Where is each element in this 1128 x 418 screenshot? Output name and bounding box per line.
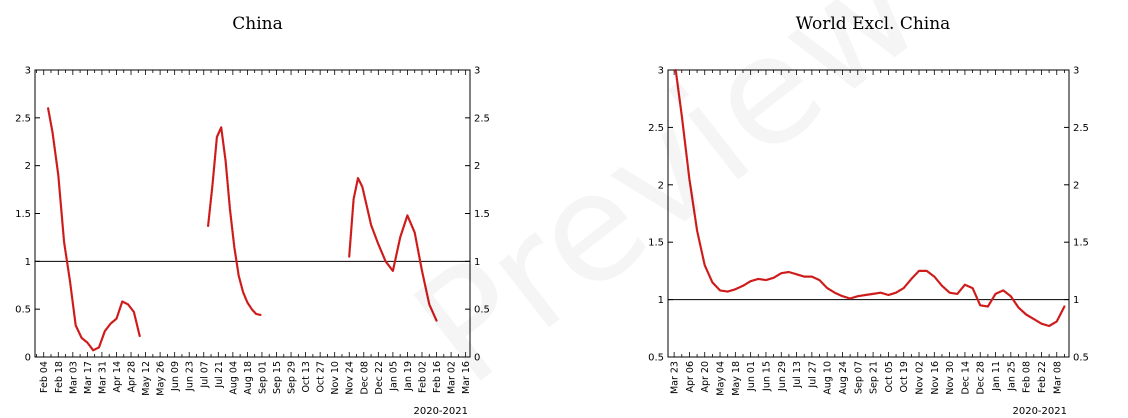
x-tick-label: Mar 17 — [83, 361, 94, 394]
x-tick-label: Jul 07 — [199, 361, 210, 389]
x-tick-label: Jan 05 — [388, 361, 399, 392]
x-tick-label: Sep 21 — [869, 361, 880, 394]
x-tick-label: Jan 19 — [403, 361, 414, 392]
x-tick-label: Nov 30 — [945, 361, 956, 395]
y-tick-label-left: 0 — [25, 353, 31, 364]
series-line-marker — [348, 177, 437, 321]
x-tick-label: Nov 24 — [345, 361, 356, 395]
x-tick-label: Jun 23 — [185, 361, 196, 392]
x-tick-label: Mar 03 — [68, 361, 79, 394]
y-tick-label-right: 2.5 — [474, 113, 490, 124]
y-tick-label-left: 1 — [25, 257, 31, 268]
x-tick-label: Aug 04 — [228, 361, 239, 395]
y-tick-label-right: 2 — [1073, 180, 1079, 191]
plot-frame — [34, 69, 471, 358]
y-tick-label-right: 2.5 — [1073, 123, 1089, 134]
series-line-marker — [675, 69, 1065, 327]
y-tick-label-right: 0.5 — [1073, 353, 1089, 364]
x-tick-label: Nov 10 — [330, 361, 341, 395]
x-tick-label: Feb 04 — [39, 361, 50, 393]
x-tick-label: Jul 27 — [807, 361, 818, 389]
y-tick-label-left: 0.5 — [648, 353, 664, 364]
x-tick-label: Apr 14 — [112, 361, 123, 393]
series-line-segment — [348, 177, 438, 322]
x-tick-label: Aug 10 — [823, 361, 834, 395]
x-tick-label: Oct 27 — [316, 361, 327, 393]
x-tick-label: Aug 18 — [243, 361, 254, 395]
x-tick-label: Feb 22 — [1037, 361, 1048, 393]
x-tick-label: Sep 15 — [272, 361, 283, 394]
y-tick-label-right: 3 — [474, 66, 480, 77]
x-tick-label: Jun 01 — [746, 361, 757, 392]
x-tick-label: Mar 16 — [461, 361, 472, 394]
chart-title-china: China — [232, 14, 283, 34]
x-tick-label: May 04 — [716, 361, 727, 396]
y-tick-label-right: 1.5 — [1073, 238, 1089, 249]
y-tick-label-right: 3 — [1073, 66, 1079, 77]
x-tick-label: Feb 16 — [432, 361, 443, 393]
chart-title-world: World Excl. China — [795, 14, 951, 34]
x-tick-label: Mar 08 — [1052, 361, 1063, 394]
y-tick-label-left: 2.5 — [15, 113, 31, 124]
series-line-segment — [674, 68, 1066, 328]
x-tick-label: Sep 07 — [853, 361, 864, 394]
x-tick-label: Apr 20 — [700, 361, 711, 393]
x-tick-label: Apr 06 — [685, 361, 696, 393]
y-tick-label-right: 1.5 — [474, 209, 490, 220]
y-tick-label-right: 0.5 — [474, 305, 490, 316]
x-tick-label: Oct 13 — [301, 361, 312, 393]
series-line-marker — [47, 108, 140, 351]
x-tick-label: Feb 08 — [1022, 361, 1033, 393]
x-tick-label: Feb 18 — [54, 361, 65, 393]
plot-frame — [667, 69, 1070, 358]
x-tick-label: Aug 24 — [838, 361, 849, 395]
y-tick-label-right: 2 — [474, 161, 480, 172]
x-tick-label: Mar 02 — [447, 361, 458, 394]
y-tick-label-left: 1.5 — [648, 238, 664, 249]
y-tick-label-left: 3 — [25, 66, 31, 77]
x-tick-label: Feb 02 — [417, 361, 428, 393]
x-tick-label: May 26 — [156, 361, 167, 396]
y-tick-label-left: 2 — [25, 161, 31, 172]
series-line-segment — [46, 107, 141, 352]
x-tick-label: Dec 22 — [374, 361, 385, 395]
x-tick-label: Jun 09 — [170, 361, 181, 392]
x-tick-label: Jun 29 — [777, 361, 788, 392]
x-tick-label: Jan 25 — [1006, 361, 1017, 392]
y-tick-label-left: 1.5 — [15, 209, 31, 220]
y-tick-label-left: 3 — [658, 66, 664, 77]
y-tick-label-right: 1 — [1073, 295, 1079, 306]
x-tick-label: Mar 23 — [670, 361, 681, 394]
x-tick-label: Mar 31 — [97, 361, 108, 394]
x-tick-label: Jul 21 — [214, 361, 225, 389]
x-tick-label: Sep 01 — [257, 361, 268, 394]
x-tick-label: Dec 08 — [359, 361, 370, 395]
x-tick-label: Jul 13 — [792, 361, 803, 389]
x-tick-label: Dec 28 — [976, 361, 987, 395]
x-axis-label: 2020-2021 — [1012, 406, 1067, 417]
x-tick-label: Oct 19 — [899, 361, 910, 393]
x-tick-label: May 18 — [731, 361, 742, 396]
x-tick-label: Oct 05 — [884, 361, 895, 393]
y-tick-label-left: 0.5 — [15, 305, 31, 316]
x-tick-label: Dec 14 — [960, 361, 971, 395]
x-tick-label: Nov 02 — [915, 361, 926, 395]
y-tick-label-left: 2 — [658, 180, 664, 191]
x-tick-label: Apr 28 — [127, 361, 138, 393]
x-tick-label: May 12 — [141, 361, 152, 396]
series-line-marker — [207, 126, 261, 316]
y-tick-label-left: 2.5 — [648, 123, 664, 134]
x-tick-label: Nov 16 — [930, 361, 941, 395]
x-tick-label: Sep 29 — [287, 361, 298, 394]
x-tick-label: Jun 15 — [761, 361, 772, 392]
x-tick-label: Jan 11 — [991, 361, 1002, 392]
y-tick-label-right: 0 — [474, 353, 480, 364]
y-tick-label-right: 1 — [474, 257, 480, 268]
y-tick-label-left: 1 — [658, 295, 664, 306]
series-line-segment — [207, 126, 262, 316]
x-axis-label: 2020-2021 — [413, 406, 468, 417]
